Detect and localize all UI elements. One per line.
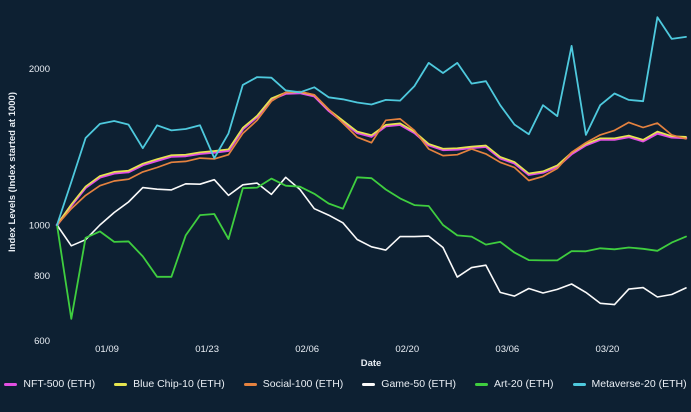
legend-label: NFT-500 (ETH) — [23, 378, 96, 390]
series-line-nft-500-eth — [55, 91, 688, 227]
legend: NFT-500 (ETH) Blue Chip-10 (ETH) Social-10… — [0, 378, 691, 390]
legend-item-art-20-eth[interactable]: Art-20 (ETH) — [474, 378, 554, 390]
y-axis-tick-label: 800 — [34, 271, 50, 282]
legend-item-nft-500-eth[interactable]: NFT-500 (ETH) — [4, 378, 95, 390]
x-axis-title: Date — [361, 358, 382, 369]
legend-marker-nft-500-eth — [4, 382, 18, 386]
legend-label: Game-50 (ETH) — [381, 378, 456, 390]
legend-marker-game-50-eth — [362, 382, 376, 386]
x-axis-tick-label: 03/06 — [495, 344, 519, 355]
legend-label: Blue Chip-10 (ETH) — [133, 378, 225, 390]
legend-marker-social-100-eth — [243, 382, 257, 386]
legend-item-social-100-eth[interactable]: Social-100 (ETH) — [243, 378, 344, 390]
y-axis-tick-label: 1000 — [29, 221, 50, 232]
series-line-game-50-eth — [56, 176, 687, 306]
x-axis-tick-label: 02/20 — [395, 344, 419, 355]
y-axis-tick-label: 2000 — [29, 64, 50, 75]
x-axis-tick-label: 01/23 — [195, 344, 219, 355]
legend-item-game-50-eth[interactable]: Game-50 (ETH) — [362, 378, 456, 390]
series-line-art-20-eth — [56, 176, 687, 320]
y-axis-title: Index Levels (Index started at 1000) — [7, 92, 18, 252]
legend-marker-art-20-eth — [474, 382, 488, 386]
x-axis-tick-label: 03/20 — [595, 344, 619, 355]
legend-marker-metaverse-20-eth — [572, 382, 586, 386]
y-axis-tick-label: 600 — [34, 336, 50, 347]
legend-item-blue-chip-10-eth[interactable]: Blue Chip-10 (ETH) — [114, 378, 225, 390]
legend-marker-blue-chip-10-eth — [114, 382, 128, 386]
series-line-metaverse-20-eth — [56, 16, 687, 226]
series-line-social-100-eth — [56, 90, 687, 226]
series-line-blue-chip-10-eth — [56, 91, 687, 226]
legend-label: Social-100 (ETH) — [262, 378, 344, 390]
legend-item-metaverse-20-eth[interactable]: Metaverse-20 (ETH) — [572, 378, 687, 390]
series-lines — [55, 16, 688, 320]
legend-label: Metaverse-20 (ETH) — [591, 378, 687, 390]
x-axis-ticks: 01/09 01/23 02/06 02/20 03/06 03/20 — [95, 344, 619, 355]
legend-label: Art-20 (ETH) — [493, 378, 554, 390]
x-axis-tick-label: 02/06 — [295, 344, 319, 355]
x-axis-tick-label: 01/09 — [95, 344, 119, 355]
y-axis-ticks: 600 800 1000 2000 — [29, 64, 50, 347]
